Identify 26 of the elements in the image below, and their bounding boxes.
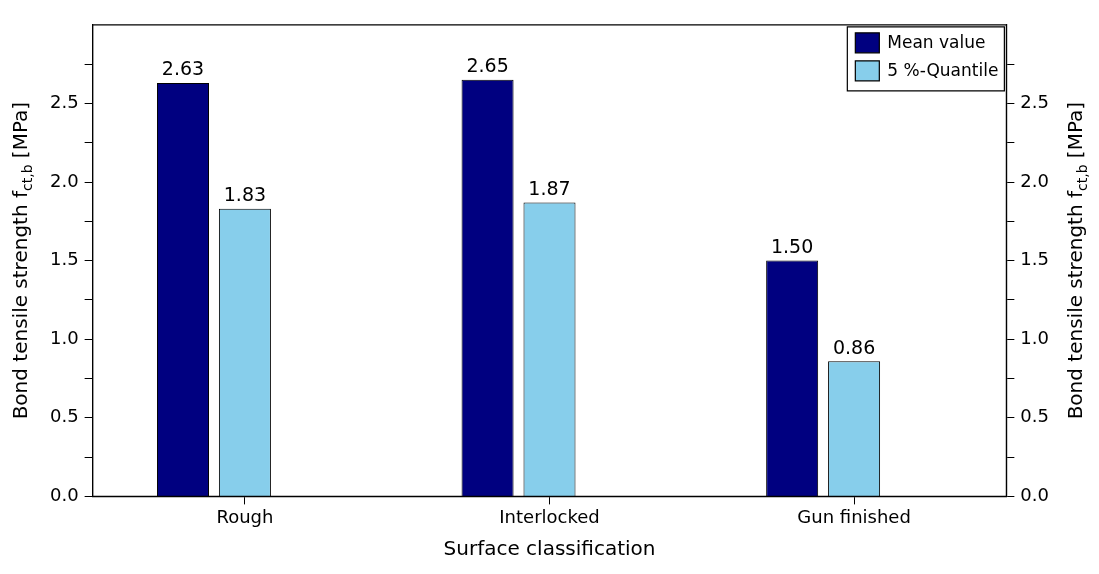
y-tick-label: 2.0 [49,169,79,191]
y2-tick-label: 0.5 [1020,405,1050,427]
y-tick-label: 0.0 [49,484,79,506]
legend-label: Mean value [887,32,986,53]
y-tick-label: 0.5 [49,405,79,427]
data-label: 0.86 [832,335,876,358]
y2-tick-label: 2.0 [1020,169,1050,191]
y-tick-label: 1.0 [49,326,79,348]
data-label: 1.50 [770,235,814,258]
y2-tick-label: 1.0 [1020,326,1050,348]
y2-tick-label: 2.5 [1020,91,1050,113]
legend-label: 5 %-Quantile [887,60,999,81]
x-tick-label: Rough [216,505,274,527]
y-tick-label: 1.5 [49,248,79,270]
x-tick-label: Interlocked [499,505,600,527]
x-tick-label: Gun finished [797,505,911,527]
data-label: 1.83 [223,183,267,206]
data-label: 2.63 [161,57,205,80]
data-label: 2.65 [466,54,509,77]
y-tick-label: 2.5 [49,91,79,113]
y2-tick-label: 1.5 [1020,248,1050,270]
y-axis-title: Bond tensile strength fct,b [MPa] [8,101,35,420]
data-label: 1.87 [528,176,571,199]
y2-axis-title: Bond tensile strength fct,b [MPa] [1063,101,1090,420]
y2-tick-label: 0.0 [1020,484,1050,506]
x-axis-title: Surface classification [443,536,656,561]
